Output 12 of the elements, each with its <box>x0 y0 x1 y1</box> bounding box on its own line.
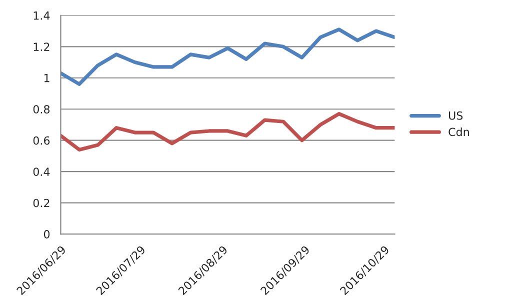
y-tick-label: 0.8 <box>33 105 50 114</box>
legend-label: US <box>448 111 463 120</box>
line-series <box>60 112 395 152</box>
y-tick-label: 1.2 <box>34 42 50 51</box>
legend-label: Cdn <box>448 128 469 136</box>
y-tick-label: 1.4 <box>34 12 50 20</box>
line-series <box>60 28 395 86</box>
y-tick-label: 0.4 <box>33 168 50 176</box>
y-tick-label: 0.6 <box>33 136 50 145</box>
y-tick-label: 0.2 <box>33 198 50 208</box>
y-tick-label: 0 <box>44 230 50 238</box>
y-tick-label: 1 <box>44 74 50 82</box>
